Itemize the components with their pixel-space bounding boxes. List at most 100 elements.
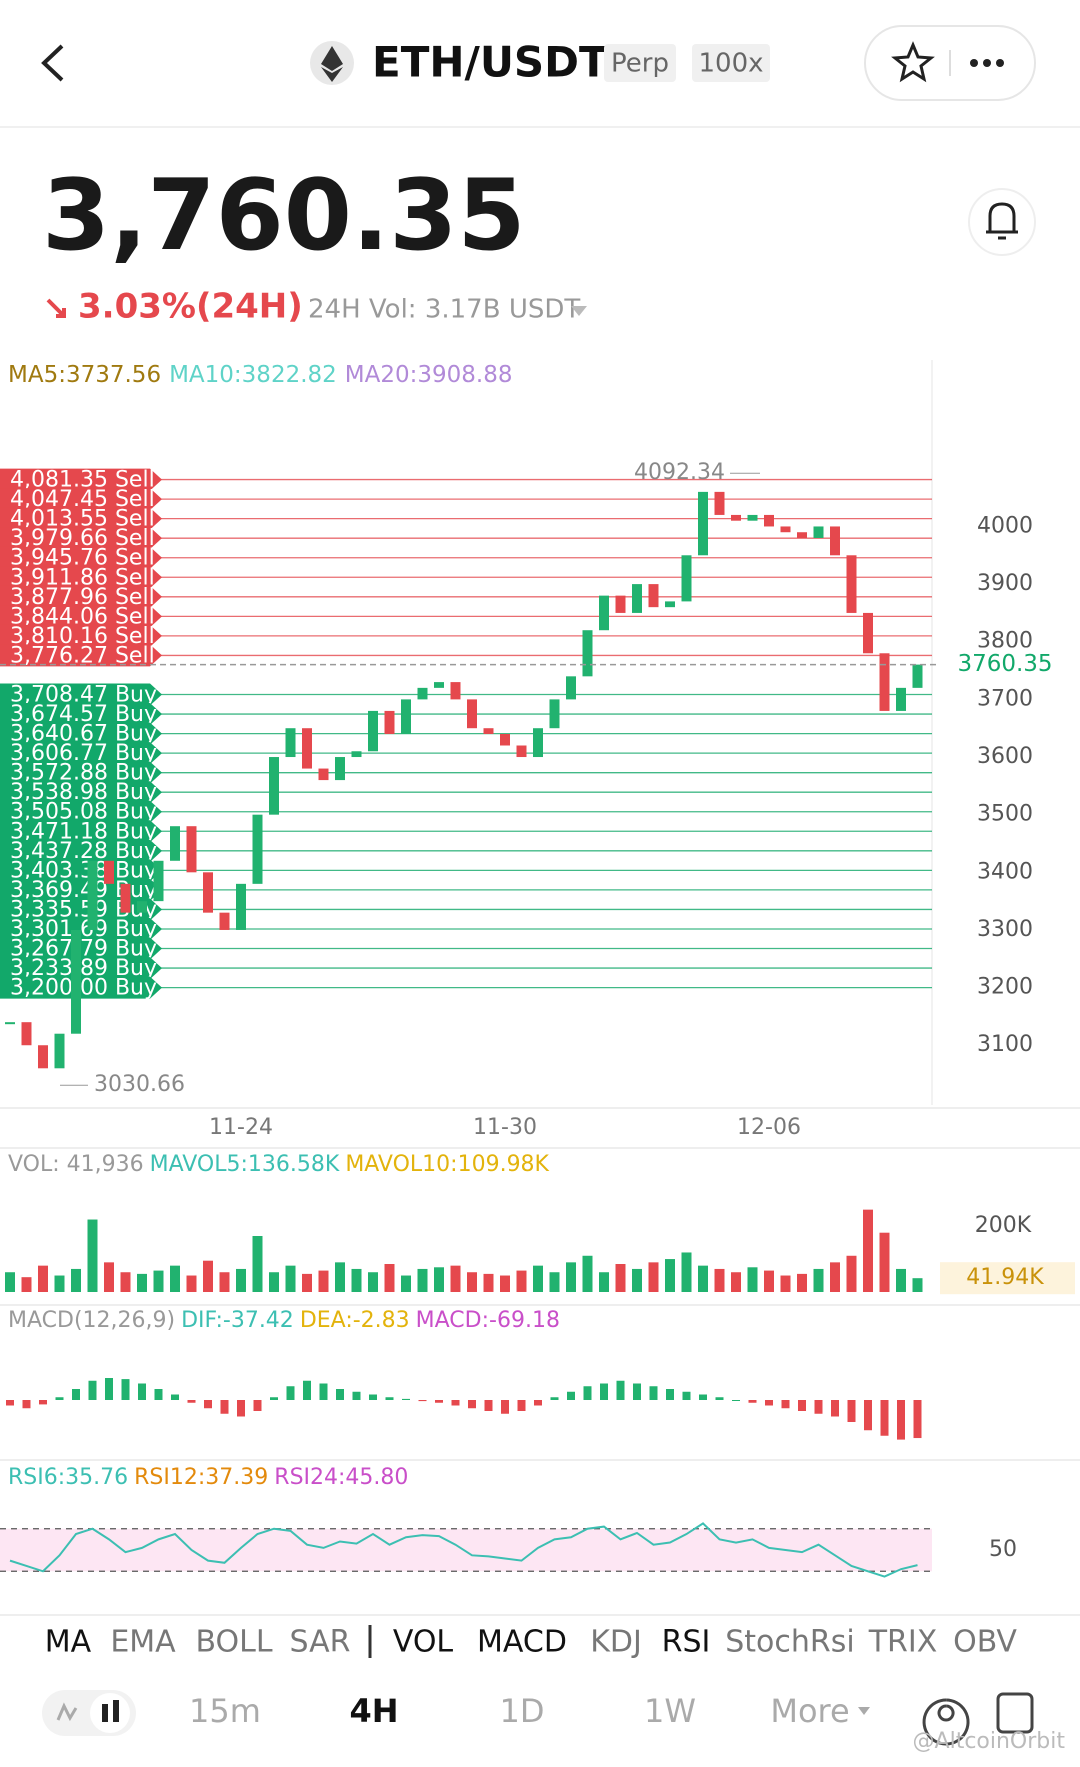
candle <box>71 929 81 1034</box>
macd-bar <box>154 1389 163 1400</box>
macd-bar <box>402 1398 410 1400</box>
indicator-tab[interactable]: RSI <box>662 1625 711 1660</box>
indicator-tab[interactable]: EMA <box>110 1625 176 1660</box>
line-icon <box>56 1702 78 1722</box>
order-tag <box>0 703 162 726</box>
indicator-tab[interactable]: KDJ <box>590 1625 642 1660</box>
volume-legend: VOL: 41,936 MAVOL5:136.58K MAVOL10:109.98K <box>8 1152 550 1177</box>
macd-bar <box>237 1400 245 1417</box>
volume-bar <box>549 1272 560 1292</box>
macd-bar <box>649 1386 658 1400</box>
layout-button[interactable] <box>996 1692 1034 1734</box>
price-change: 3.03%(24H) <box>78 287 303 327</box>
macd-bar <box>699 1394 707 1400</box>
macd-bar <box>352 1391 361 1400</box>
indicator-tab[interactable]: SAR <box>290 1625 351 1660</box>
candle <box>434 682 444 688</box>
volume-bar <box>120 1272 131 1292</box>
candle-icon <box>102 1700 119 1722</box>
candle <box>450 682 461 700</box>
settings-button[interactable] <box>922 1698 970 1746</box>
candle <box>120 883 131 913</box>
y-tick-label: 3900 <box>977 571 1033 596</box>
macd-bar <box>418 1400 427 1402</box>
dropdown[interactable] <box>571 306 587 316</box>
rsi6: RSI6:35.76 <box>8 1465 128 1490</box>
volume-bar <box>698 1265 708 1292</box>
macd-legend: MACD(12,26,9) DIF:-37.42 DEA:-2.83 MACD:-69… <box>8 1308 560 1333</box>
rsi-legend: RSI6:35.76 RSI12:37.39 RSI24:45.80 <box>8 1465 408 1490</box>
macd-bar <box>748 1400 757 1403</box>
order-tag <box>0 624 162 647</box>
eth-glyph <box>321 46 343 82</box>
badge: Perp <box>611 49 669 79</box>
macd-bar <box>385 1397 394 1400</box>
volume-bar <box>285 1265 296 1292</box>
macd-bar <box>616 1380 625 1400</box>
rsi-band <box>0 1528 932 1572</box>
order-tag <box>0 605 162 628</box>
macd-bar <box>303 1380 311 1400</box>
macd-bar <box>435 1400 443 1403</box>
timeframe-tab[interactable]: More <box>770 1692 849 1730</box>
candle <box>203 872 213 913</box>
back-button[interactable] <box>41 44 64 82</box>
alert-button[interactable] <box>968 188 1036 256</box>
volume-bar <box>318 1270 329 1292</box>
indicator-tab[interactable]: StochRsi <box>725 1625 854 1660</box>
ma-legend: MA5:3737.56 MA10:3822.82 MA20:3908.88 <box>8 362 513 388</box>
macd-bar <box>286 1386 295 1400</box>
macd-bar <box>633 1383 641 1400</box>
macd-bar <box>105 1378 113 1400</box>
candle <box>384 710 395 734</box>
candle <box>582 630 593 677</box>
mavol5: MAVOL5:136.58K <box>150 1152 340 1177</box>
ma10: MA10:3822.82 <box>169 362 337 388</box>
macd-bar <box>666 1389 674 1400</box>
more-button[interactable] <box>970 59 1004 67</box>
candle <box>516 745 527 758</box>
volume-bar <box>896 1268 906 1292</box>
toggle-knob <box>90 1693 130 1733</box>
timeframe-tab[interactable]: 1D <box>500 1692 545 1730</box>
indicator-tab[interactable]: MA <box>45 1625 92 1660</box>
volume-bar <box>648 1262 659 1292</box>
indicator-tab[interactable]: MACD <box>477 1625 567 1660</box>
favorite-button[interactable] <box>891 41 935 83</box>
candle <box>632 584 642 613</box>
candle <box>615 595 626 613</box>
indicator-tab[interactable]: OBV <box>953 1625 1017 1660</box>
candle <box>467 699 477 729</box>
macd-bar <box>534 1400 542 1406</box>
indicator-tab[interactable]: TRIX <box>868 1625 938 1660</box>
macd-bar <box>732 1400 740 1401</box>
volume-bar <box>384 1264 395 1292</box>
x-tick-label: 11-24 <box>209 1115 273 1140</box>
macd-bar <box>171 1394 179 1400</box>
volume-bar <box>912 1278 923 1292</box>
last-price-label: 3760.35 <box>957 651 1052 677</box>
candle <box>87 860 98 930</box>
volume-bar <box>401 1275 411 1292</box>
candle <box>236 883 246 930</box>
macd-value: MACD:-69.18 <box>416 1308 560 1333</box>
timeframe-tab[interactable]: 15m <box>189 1692 261 1730</box>
candle <box>698 491 708 556</box>
candle <box>417 687 428 700</box>
timeframe-tab[interactable]: 4H <box>349 1692 398 1730</box>
volume-last-box <box>940 1262 1075 1295</box>
timeframe-tab[interactable]: 1W <box>644 1692 696 1730</box>
candle <box>764 514 774 527</box>
candle <box>21 1022 32 1046</box>
volume-bar <box>780 1275 791 1292</box>
order-tag <box>0 839 162 862</box>
indicator-tab[interactable]: VOL <box>393 1625 454 1660</box>
indicator-tab[interactable]: BOLL <box>195 1625 272 1660</box>
volume-bar <box>269 1272 279 1292</box>
volume-bar <box>731 1272 741 1292</box>
macd-bar <box>369 1394 377 1400</box>
macd-bar <box>781 1400 790 1409</box>
macd-name: MACD(12,26,9) <box>8 1308 175 1333</box>
